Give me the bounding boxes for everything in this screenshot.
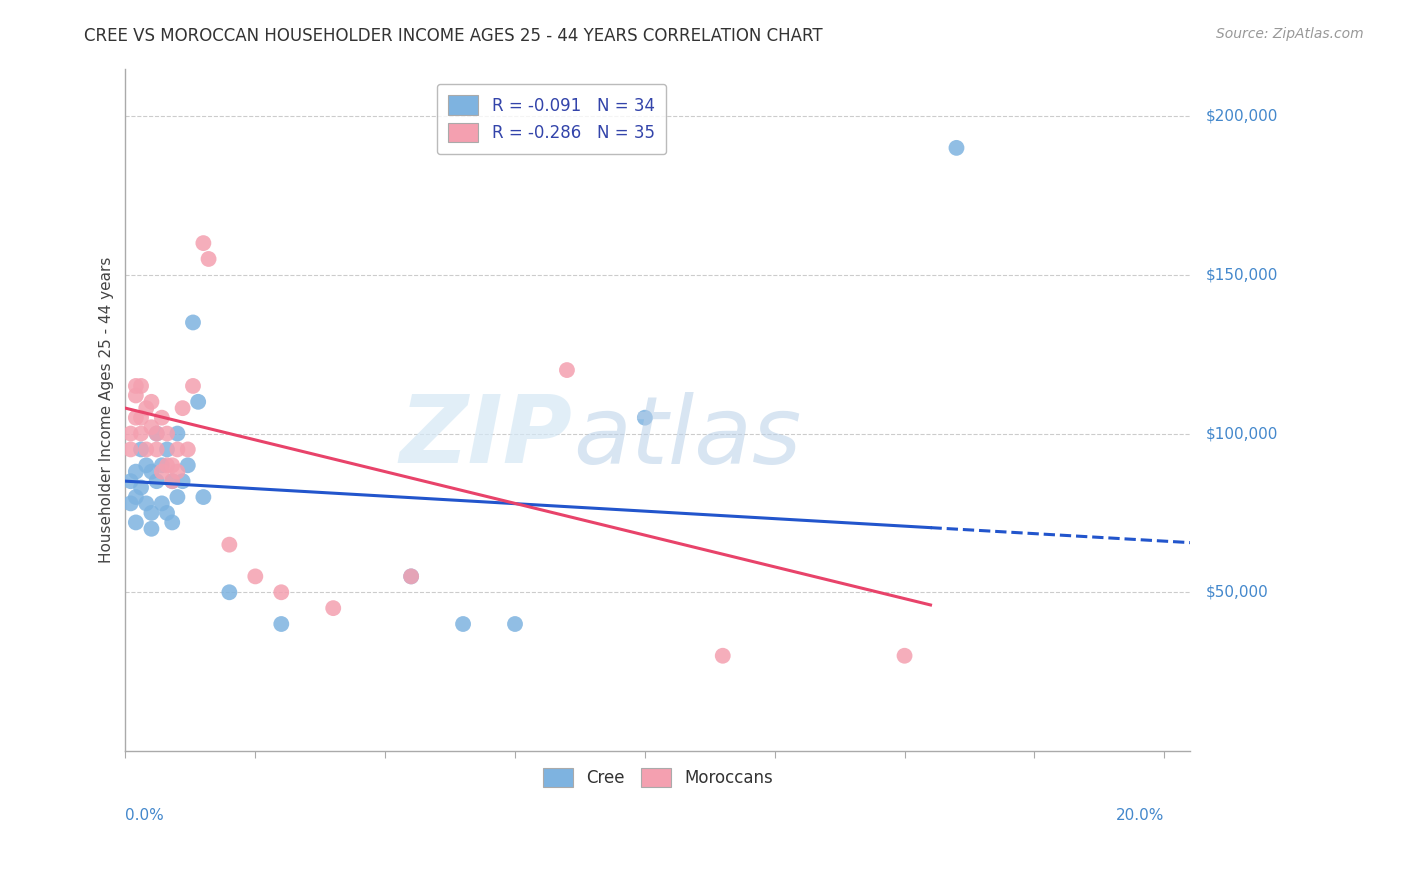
Point — [156, 426, 179, 441]
Point — [145, 426, 167, 441]
Point — [120, 496, 142, 510]
Text: $50,000: $50,000 — [1206, 585, 1268, 599]
Point — [135, 496, 157, 510]
Point — [177, 442, 200, 457]
Point — [145, 442, 167, 457]
Point — [181, 315, 204, 329]
Point — [156, 442, 179, 457]
Point — [125, 410, 148, 425]
Point — [160, 474, 183, 488]
Point — [129, 442, 152, 457]
Text: $150,000: $150,000 — [1206, 268, 1278, 283]
Point — [145, 426, 167, 441]
Point — [129, 426, 152, 441]
Text: CREE VS MOROCCAN HOUSEHOLDER INCOME AGES 25 - 44 YEARS CORRELATION CHART: CREE VS MOROCCAN HOUSEHOLDER INCOME AGES… — [84, 27, 823, 45]
Text: atlas: atlas — [572, 392, 801, 483]
Point — [322, 601, 344, 615]
Point — [503, 617, 526, 632]
Point — [120, 474, 142, 488]
Point — [711, 648, 734, 663]
Y-axis label: Householder Income Ages 25 - 44 years: Householder Income Ages 25 - 44 years — [100, 257, 114, 563]
Legend: Cree, Moroccans: Cree, Moroccans — [536, 761, 780, 794]
Point — [141, 522, 163, 536]
Point — [120, 426, 142, 441]
Text: $200,000: $200,000 — [1206, 109, 1278, 124]
Point — [555, 363, 578, 377]
Point — [125, 379, 148, 393]
Point — [245, 569, 267, 583]
Point — [187, 394, 209, 409]
Point — [141, 394, 163, 409]
Point — [156, 506, 179, 520]
Point — [166, 465, 188, 479]
Point — [150, 410, 173, 425]
Point — [125, 388, 148, 402]
Text: ZIP: ZIP — [399, 391, 572, 483]
Point — [160, 516, 183, 530]
Point — [270, 585, 292, 599]
Point — [893, 648, 915, 663]
Point — [150, 458, 173, 473]
Point — [177, 458, 200, 473]
Point — [156, 458, 179, 473]
Text: 20.0%: 20.0% — [1116, 808, 1164, 823]
Point — [160, 458, 183, 473]
Point — [135, 458, 157, 473]
Point — [135, 442, 157, 457]
Point — [193, 490, 215, 504]
Point — [129, 410, 152, 425]
Point — [135, 401, 157, 416]
Point — [218, 538, 240, 552]
Point — [141, 420, 163, 434]
Text: $100,000: $100,000 — [1206, 426, 1278, 441]
Point — [945, 141, 967, 155]
Point — [125, 490, 148, 504]
Point — [125, 516, 148, 530]
Point — [141, 506, 163, 520]
Text: Source: ZipAtlas.com: Source: ZipAtlas.com — [1216, 27, 1364, 41]
Point — [129, 379, 152, 393]
Point — [150, 496, 173, 510]
Point — [129, 481, 152, 495]
Point — [120, 442, 142, 457]
Point — [218, 585, 240, 599]
Point — [172, 474, 194, 488]
Point — [166, 442, 188, 457]
Point — [193, 236, 215, 251]
Point — [399, 569, 422, 583]
Point — [172, 401, 194, 416]
Point — [160, 474, 183, 488]
Point — [181, 379, 204, 393]
Point — [166, 426, 188, 441]
Point — [150, 465, 173, 479]
Point — [141, 465, 163, 479]
Point — [270, 617, 292, 632]
Point — [145, 474, 167, 488]
Text: 0.0%: 0.0% — [125, 808, 165, 823]
Point — [399, 569, 422, 583]
Point — [166, 490, 188, 504]
Point — [197, 252, 219, 266]
Point — [634, 410, 657, 425]
Point — [451, 617, 474, 632]
Point — [125, 465, 148, 479]
